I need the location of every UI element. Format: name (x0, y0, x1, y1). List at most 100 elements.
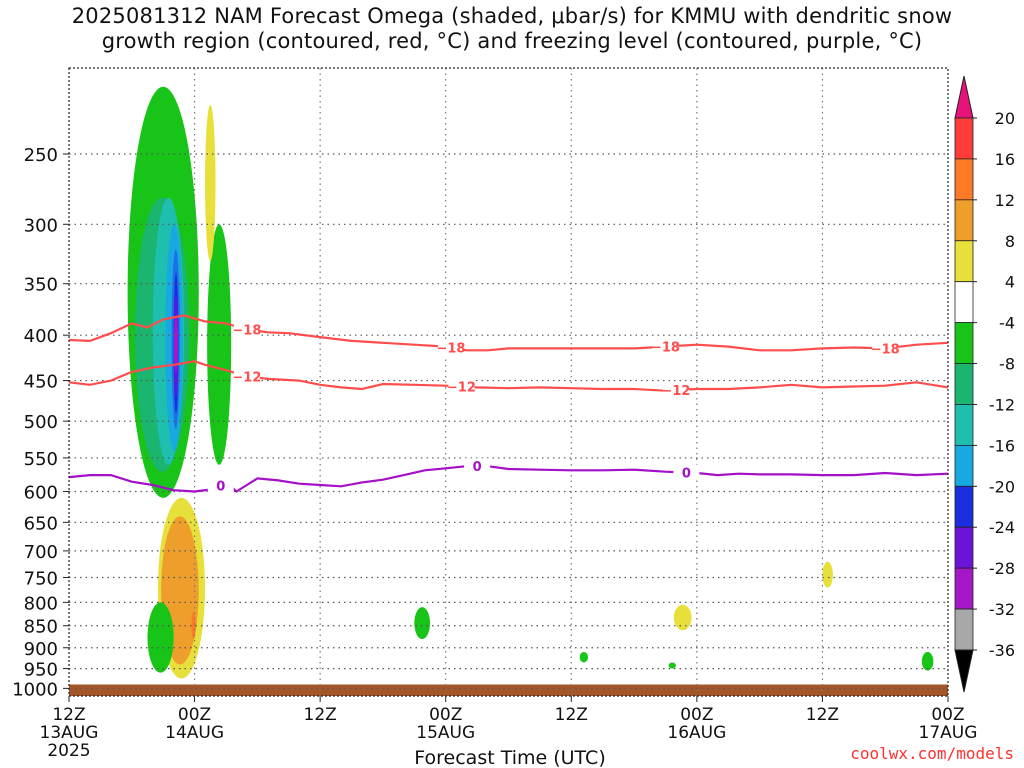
colorbar-band-1 (954, 158, 974, 201)
colorbar-band-11 (954, 567, 974, 610)
y-tick-label-650: 650 (24, 513, 58, 534)
y-tick-label-350: 350 (24, 275, 58, 296)
omega-region-1 (207, 224, 232, 465)
contour-label-bg--12-1 (448, 378, 475, 395)
contour-label--12-2: −12 (661, 384, 690, 399)
x-tick-label-12: 00Z (178, 705, 211, 725)
colorbar-band-7 (954, 404, 974, 446)
contour-label--12-0: −12 (232, 370, 261, 385)
contour-label--18-1: −18 (436, 342, 465, 357)
colorbar-bottom-arrow (954, 649, 974, 693)
omega-region-16 (921, 652, 934, 671)
omega-region-15 (668, 662, 676, 669)
y-tick-label-950: 950 (24, 660, 58, 681)
y-tick-label-250: 250 (24, 145, 58, 166)
contour-label--18-2: −18 (651, 341, 680, 356)
colorbar-band-4 (954, 281, 974, 324)
omega-region-18 (822, 561, 833, 588)
plot-border (68, 67, 949, 697)
omega-region-19 (205, 104, 216, 262)
contour-label-bg-0-1 (464, 458, 491, 475)
y-tick-label-600: 600 (24, 482, 58, 503)
colorbar-band-8 (954, 444, 974, 487)
x-tick-date-0: 13AUG (40, 723, 99, 743)
contour-label-bg-0-2 (673, 464, 700, 481)
x-tick-label-24: 12Z (304, 705, 337, 725)
x-tick-label-72: 12Z (806, 705, 839, 725)
plot-frame (68, 67, 949, 697)
chart-title: 2025081312 NAM Forecast Omega (shaded, μ… (0, 4, 1024, 54)
x-axis-label: Forecast Time (UTC) (414, 747, 605, 768)
colorbar-label-1: 16 (995, 150, 1015, 169)
y-tick-label-300: 300 (24, 215, 58, 236)
colorbar-label-11: -28 (989, 559, 1015, 578)
contour-label-bg--18-1 (437, 339, 464, 356)
contour-label-0-1: 0 (473, 460, 482, 475)
colorbar-label-5: -4 (999, 314, 1015, 333)
colorbar-band-9 (954, 485, 974, 528)
y-tick-label-700: 700 (24, 542, 58, 563)
omega-region-17 (673, 604, 692, 631)
y-tick-label-800: 800 (24, 593, 58, 614)
y-tick-label-450: 450 (24, 372, 58, 393)
x-tick-date-84: 17AUG (919, 723, 978, 743)
contour-label-bg--12-0 (233, 368, 260, 385)
contour-label--18-0: −18 (232, 323, 261, 338)
colorbar-label-12: -32 (989, 600, 1015, 619)
contour-label-bg--18-2 (652, 338, 679, 355)
omega-region-13 (414, 607, 431, 640)
colorbar-band-3 (954, 240, 974, 283)
contour-line-0 (68, 465, 949, 493)
omega-region-8 (173, 315, 178, 372)
colorbar-label-3: 8 (1005, 232, 1015, 251)
chart-title-line-2: growth region (contoured, red, °C) and f… (101, 29, 923, 53)
colorbar: 20 16 12 8 4 -4 -8 -12 -16 -20 -24 -28 -32 -36 (954, 75, 1015, 693)
y-tick-label-900: 900 (24, 639, 58, 660)
contour-label--18-3: −18 (871, 342, 900, 357)
colorbar-label-4: 4 (1005, 273, 1015, 292)
y-tick-label-750: 750 (24, 568, 58, 589)
contour-label-0-0: 0 (216, 479, 225, 494)
contour-label-bg--18-0 (233, 321, 260, 338)
colorbar-top-arrow (954, 75, 974, 119)
contour-line--18 (68, 314, 949, 352)
omega-region-14 (579, 652, 589, 663)
x-tick-label-60: 00Z (680, 705, 713, 725)
contour-layer: −18 −18 −18 −18 −12 −12 −12 0 0 0 (68, 314, 949, 494)
x-tick-label-84: 00Z (931, 705, 964, 725)
y-axis: 2503003504004505005506006507007508008509… (12, 145, 69, 700)
contour-line--12 (68, 360, 949, 392)
terrain-fill (69, 684, 948, 696)
colorbar-label-10: -24 (989, 518, 1015, 537)
x-tick-label-48: 12Z (555, 705, 588, 725)
colorbar-label-7: -12 (989, 395, 1015, 414)
omega-region-12 (147, 602, 174, 673)
colorbar-band-10 (954, 526, 974, 569)
omega-shading-layer (127, 86, 934, 679)
colorbar-label-2: 12 (995, 191, 1015, 210)
colorbar-band-5 (954, 322, 974, 364)
contour-label-0-2: 0 (682, 467, 691, 482)
colorbar-band-0 (954, 117, 974, 160)
y-tick-label-400: 400 (24, 326, 58, 347)
y-tick-label-550: 550 (24, 449, 58, 470)
colorbar-label-0: 20 (995, 109, 1015, 128)
chart-title-line-1: 2025081312 NAM Forecast Omega (shaded, μ… (71, 4, 953, 28)
colorbar-label-6: -8 (999, 355, 1015, 374)
x-tick-year-0: 2025 (47, 741, 90, 761)
y-tick-label-1000: 1000 (12, 679, 58, 700)
y-tick-label-500: 500 (24, 412, 58, 433)
colorbar-label-13: -36 (989, 641, 1015, 660)
x-tick-date-12: 14AUG (165, 723, 224, 743)
y-tick-label-850: 850 (24, 617, 58, 638)
x-tick-label-36: 00Z (429, 705, 462, 725)
x-tick-label-0: 12Z (52, 705, 85, 725)
grid-layer (69, 68, 948, 696)
contour-label--12-1: −12 (447, 381, 476, 396)
contour-label-bg--12-2 (662, 382, 689, 399)
colorbar-band-2 (954, 199, 974, 242)
credit-text[interactable]: coolwx.com/models (850, 744, 1014, 763)
colorbar-label-9: -20 (989, 477, 1015, 496)
